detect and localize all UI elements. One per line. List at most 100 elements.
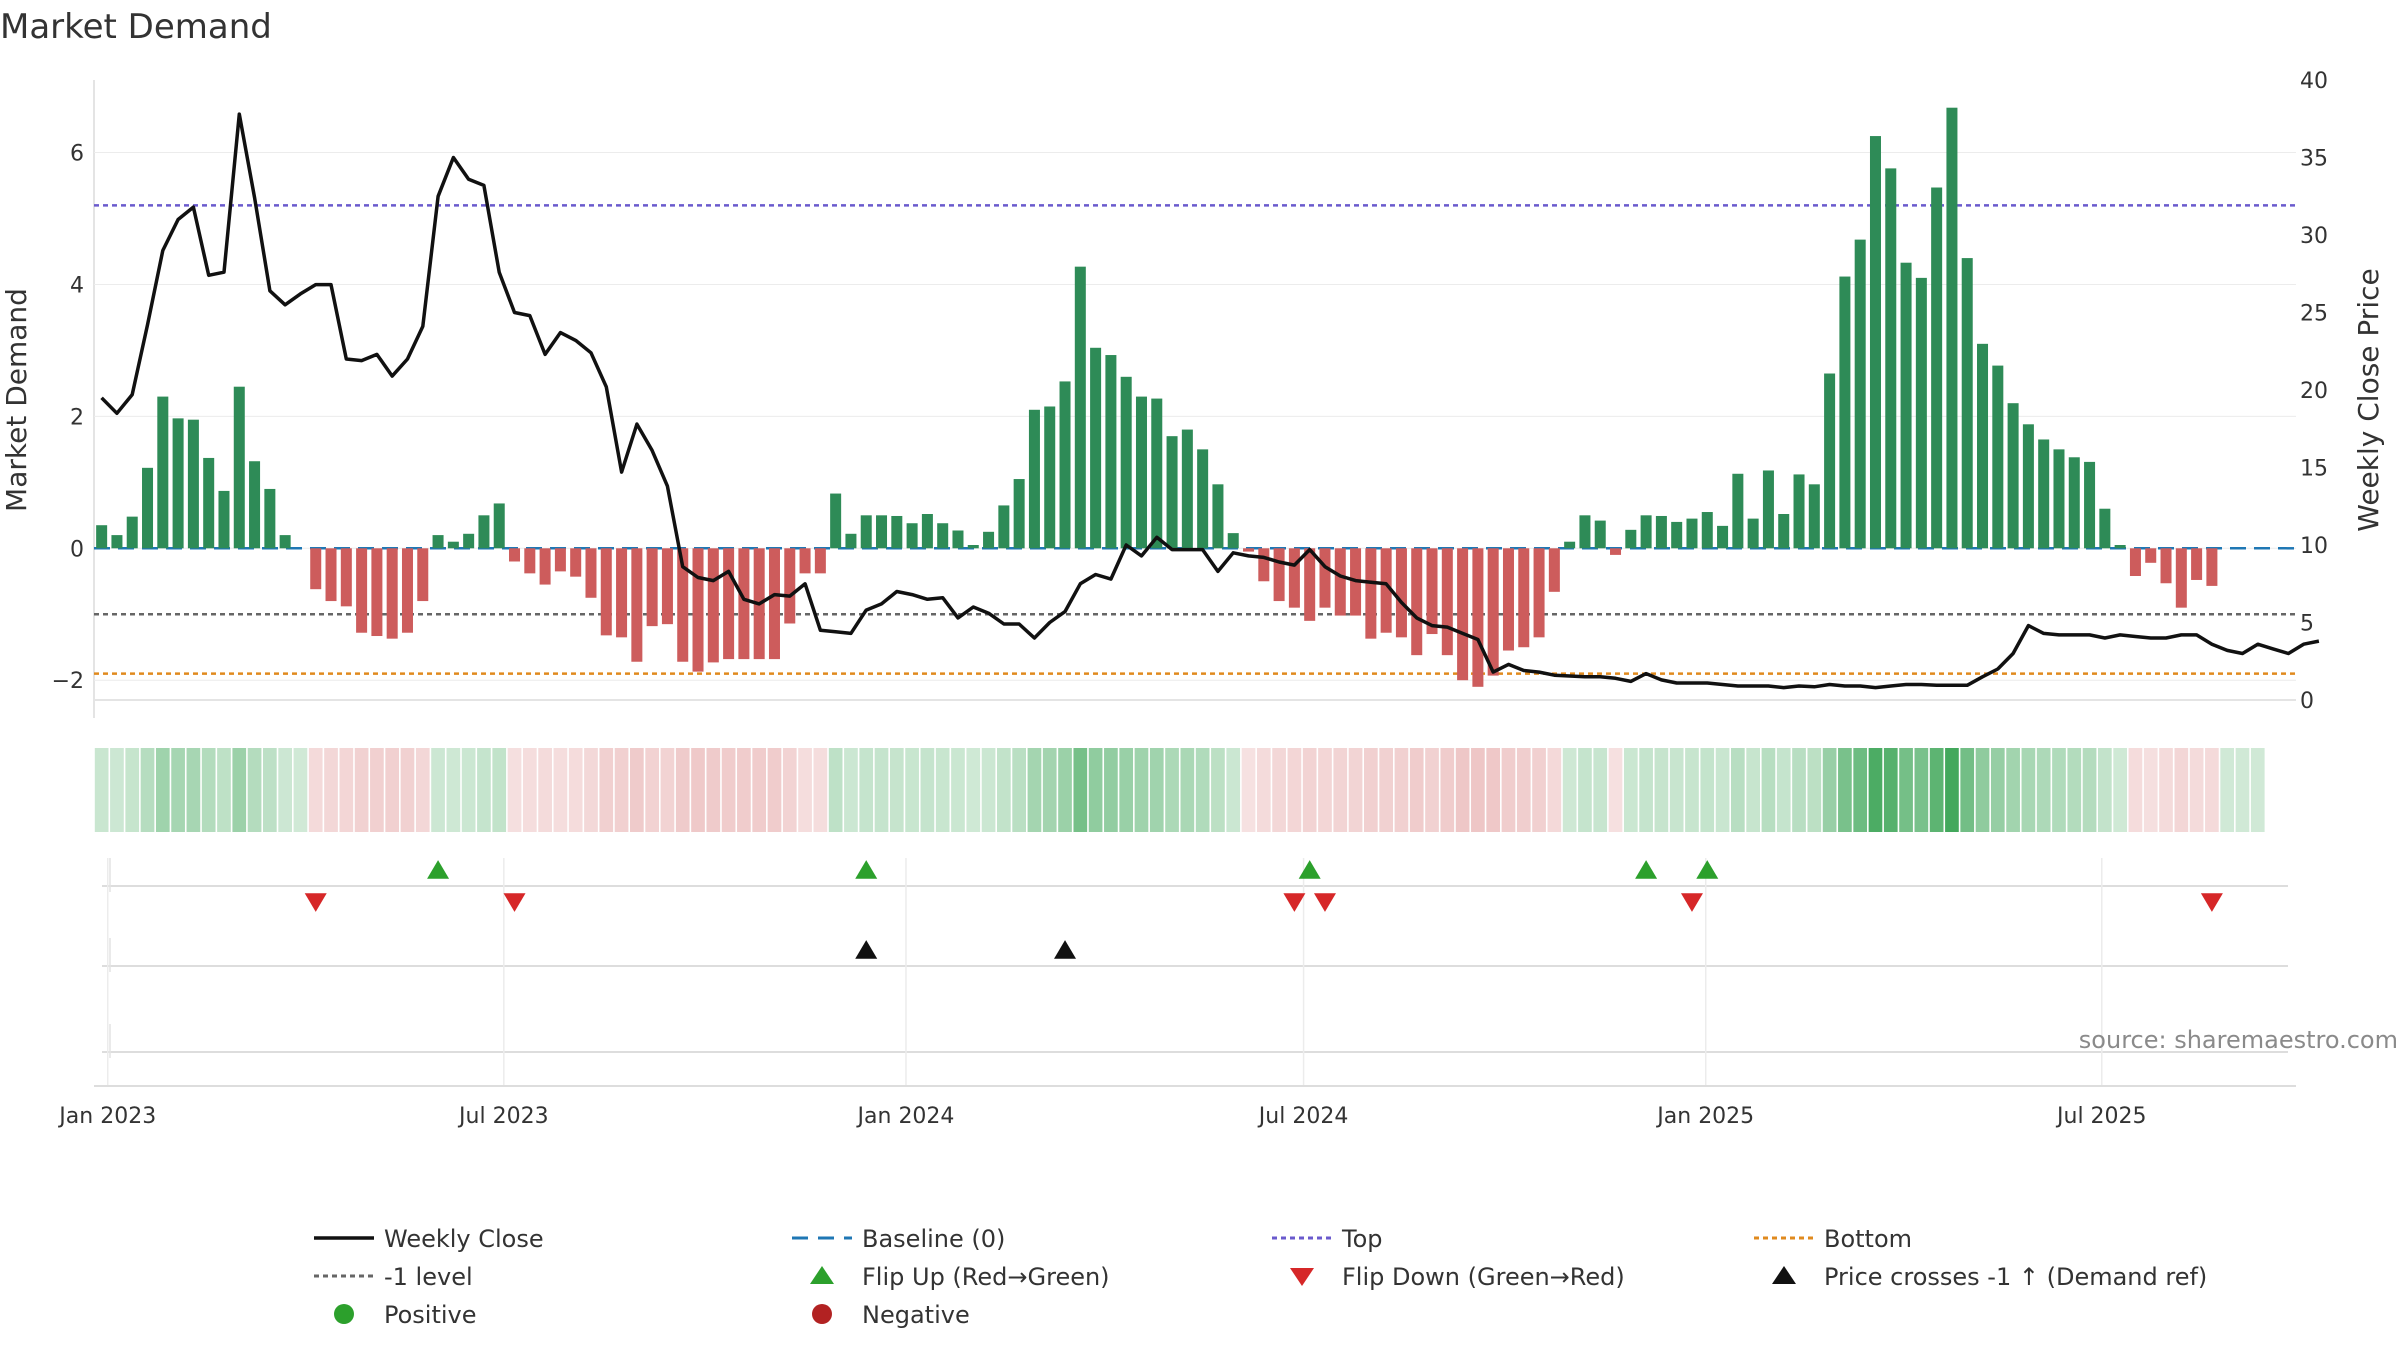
date-tick-label: Jul 2023 xyxy=(457,1104,549,1129)
heat-cell xyxy=(2036,748,2051,832)
demand-bar xyxy=(983,531,995,549)
heat-cell xyxy=(1929,748,1944,832)
demand-bar xyxy=(2129,548,2141,576)
demand-bar xyxy=(952,530,964,549)
heat-cell xyxy=(110,748,124,832)
date-tick-label: Jan 2024 xyxy=(856,1104,955,1129)
demand-bar xyxy=(1533,548,1545,638)
demand-bar xyxy=(2084,461,2096,549)
demand-bar xyxy=(310,548,322,590)
heat-cell xyxy=(1272,748,1286,832)
demand-bar xyxy=(2114,545,2126,549)
date-tick-label: Jul 2025 xyxy=(2055,1104,2147,1129)
heat-cell xyxy=(1838,748,1852,832)
chart-title: Market Demand xyxy=(0,7,272,47)
demand-bar xyxy=(1273,548,1285,602)
demand-bar xyxy=(1028,409,1040,549)
demand-bar xyxy=(325,548,337,602)
demand-bar xyxy=(799,548,811,574)
event-panels xyxy=(94,858,2296,1087)
heat-cell xyxy=(1348,748,1363,832)
heat-cell xyxy=(1547,748,1562,832)
heat-cell xyxy=(94,748,109,832)
legend-triangle-up-swatch xyxy=(1772,1266,1796,1284)
demand-bar xyxy=(1197,449,1209,549)
demand-bar xyxy=(1747,518,1759,549)
demand-bar xyxy=(1426,548,1438,635)
heat-cell xyxy=(1868,748,1883,832)
demand-bar xyxy=(2145,548,2157,563)
heat-cell xyxy=(844,748,858,832)
heat-cell xyxy=(2006,748,2020,832)
legend-label: Positive xyxy=(384,1301,477,1329)
heat-cell xyxy=(706,748,721,832)
demand-bar xyxy=(1824,373,1836,549)
heat-cell xyxy=(920,748,935,832)
heat-cell xyxy=(935,748,950,832)
price-cross-marker xyxy=(1054,940,1077,959)
demand-bar xyxy=(1120,376,1132,549)
heat-cell xyxy=(201,748,216,832)
heat-cell xyxy=(1195,748,1210,832)
heat-cell xyxy=(2159,748,2173,832)
demand-bar xyxy=(142,467,154,549)
left-tick-label: 2 xyxy=(70,405,84,430)
demand-bar xyxy=(1839,276,1851,549)
heat-cell xyxy=(247,748,262,832)
chart-legend: Weekly Close Baseline (0) Top Bottom -1 leve… xyxy=(314,1225,2207,1329)
heat-cell xyxy=(293,748,308,832)
flip-down-marker xyxy=(503,893,526,912)
heat-cell xyxy=(538,748,552,832)
demand-bar xyxy=(478,515,490,549)
demand-bar xyxy=(830,493,842,549)
heat-cell xyxy=(1119,748,1134,832)
heat-cell xyxy=(1241,748,1256,832)
right-tick-label: 0 xyxy=(2300,689,2314,714)
heat-cell xyxy=(1960,748,1975,832)
demand-bar xyxy=(1441,548,1453,656)
heat-cell xyxy=(1945,748,1959,832)
legend-label: Weekly Close xyxy=(384,1225,544,1253)
demand-bar xyxy=(1395,548,1407,638)
heat-cell xyxy=(446,748,461,832)
demand-bar xyxy=(1319,548,1331,608)
right-tick-label: 15 xyxy=(2300,457,2328,482)
right-tick-label: 40 xyxy=(2300,69,2328,94)
demand-bar xyxy=(570,548,582,577)
heat-cell xyxy=(1226,748,1241,832)
demand-bar xyxy=(1778,514,1790,549)
demand-bar xyxy=(1411,548,1423,656)
demand-bar xyxy=(1258,548,1270,582)
legend-label: Baseline (0) xyxy=(862,1225,1005,1253)
heat-cell xyxy=(263,748,277,832)
demand-bar xyxy=(631,548,643,662)
demand-bar xyxy=(233,386,245,549)
heat-cell xyxy=(2250,748,2265,832)
flip-down-marker xyxy=(1283,893,1306,912)
demand-bar xyxy=(2022,424,2034,549)
heat-cell xyxy=(630,748,644,832)
right-tick-label: 35 xyxy=(2300,147,2328,172)
heat-cell xyxy=(2098,748,2112,832)
heat-cell xyxy=(798,748,812,832)
heat-cell xyxy=(1608,748,1623,832)
heat-cell xyxy=(997,748,1011,832)
demand-bar xyxy=(1961,258,1973,549)
heat-cell xyxy=(1302,748,1317,832)
flip-down-marker xyxy=(2200,893,2223,912)
heat-cell xyxy=(1088,748,1103,832)
date-tick-label: Jan 2025 xyxy=(1655,1104,1754,1129)
heat-cell xyxy=(1990,748,2005,832)
demand-bar xyxy=(96,525,108,549)
demand-bar xyxy=(1151,398,1163,549)
demand-bar xyxy=(661,548,673,625)
heat-cell xyxy=(2143,748,2158,832)
heat-cell xyxy=(1471,748,1485,832)
demand-bar xyxy=(1900,262,1912,549)
legend-label: Price crosses -1 ↑ (Demand ref) xyxy=(1824,1263,2207,1291)
demand-bar xyxy=(1671,521,1683,549)
demand-bar xyxy=(616,548,628,638)
heat-cell xyxy=(1623,748,1638,832)
demand-bar xyxy=(845,533,857,549)
